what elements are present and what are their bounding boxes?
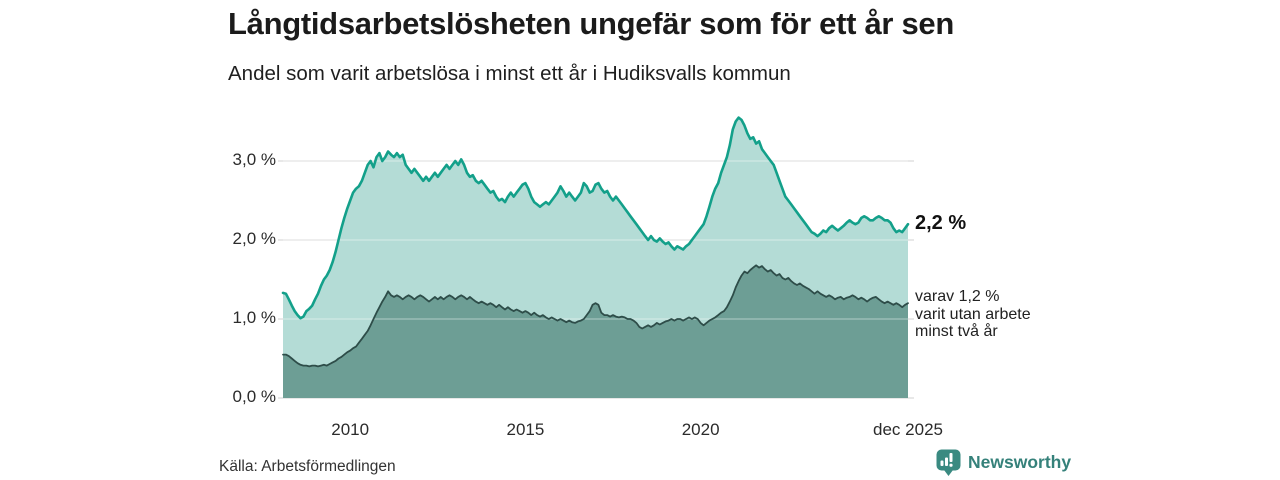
x-axis-tick-label: 2020 — [681, 420, 720, 439]
newsworthy-wordmark: Newsworthy — [968, 452, 1072, 472]
y-axis-tick-label: 2,0 % — [232, 229, 276, 248]
y-axis-tick-label: 0,0 % — [232, 387, 276, 406]
x-axis-tick-label: 2010 — [331, 420, 370, 439]
end-label-total: 2,2 % — [915, 212, 967, 235]
y-axis-tick-label: 3,0 % — [232, 150, 276, 169]
chart-subtitle: Andel som varit arbetslösa i minst ett å… — [228, 62, 791, 85]
end-label-sub-line1: varav 1,2 % — [915, 288, 1000, 306]
y-axis-tick-label: 1,0 % — [232, 308, 276, 327]
bar-chart-bubble-icon — [936, 449, 961, 476]
source-note: Källa: Arbetsförmedlingen — [219, 458, 396, 475]
newsworthy-logo: Newsworthy — [936, 449, 1071, 476]
chart-title: Långtidsarbetslösheten ungefär som för e… — [228, 6, 955, 41]
end-label-sub-line2: varit utan arbete — [915, 305, 1031, 323]
end-label-sub: varav 1,2 % varit utan arbete minst två … — [915, 288, 1031, 341]
x-axis-tick-label: dec 2025 — [873, 420, 943, 439]
end-label-sub-line3: minst två år — [915, 323, 998, 341]
x-axis-tick-label: 2015 — [506, 420, 545, 439]
